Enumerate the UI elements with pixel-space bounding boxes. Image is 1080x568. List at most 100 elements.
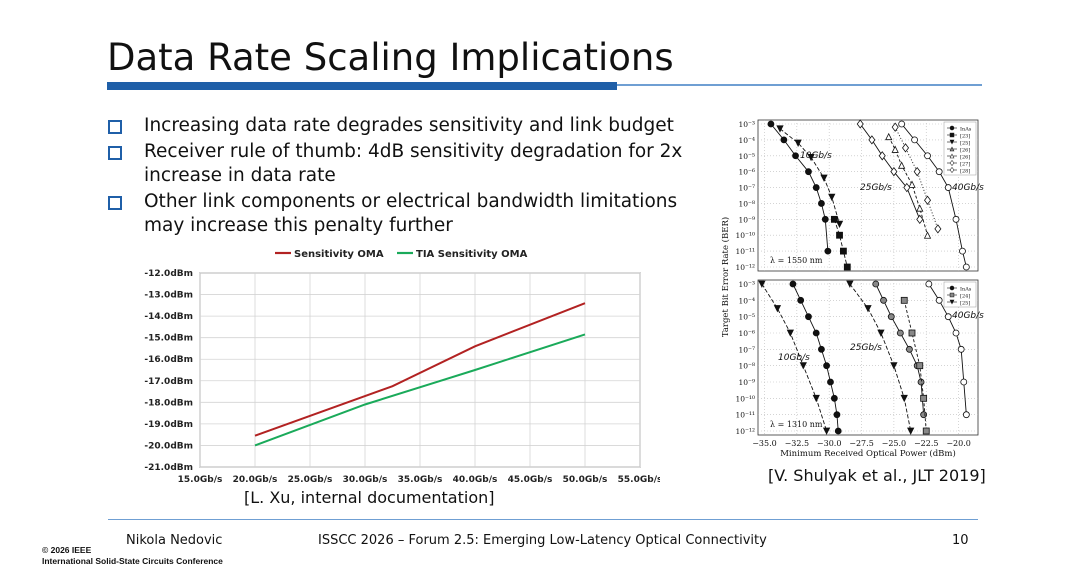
ber-series-line: [761, 283, 828, 432]
ber-legend-marker: [949, 166, 955, 174]
ber-legend-label: [23]: [960, 134, 970, 140]
ber-y-tick-label: 10⁻³: [738, 280, 755, 289]
ber-y-tick-label: 10⁻¹²: [735, 427, 755, 436]
ber-data-point: [908, 329, 916, 337]
ber-data-point: [952, 215, 960, 223]
ber-series-line: [901, 123, 967, 268]
ber-y-tick-label: 10⁻⁶: [738, 168, 755, 177]
ber-series-line: [792, 283, 839, 432]
ber-data-point: [923, 231, 932, 239]
x-tick-label: 30.0Gb/s: [343, 475, 388, 485]
bullet-item: Receiver rule of thumb: 4dB sensitivity …: [106, 140, 716, 188]
ber-data-point: [920, 394, 928, 402]
ber-data-point: [794, 139, 802, 147]
ber-data-point: [906, 345, 913, 353]
title-underline-light: [617, 84, 982, 86]
ber-y-tick-label: 10⁻⁵: [738, 152, 755, 161]
ber-legend-marker: [949, 159, 955, 167]
ber-x-tick-label: −32.5: [785, 439, 810, 448]
ber-data-point: [944, 184, 952, 191]
ber-data-point: [885, 132, 893, 141]
footer-page-number: 10: [952, 533, 969, 548]
ber-y-tick-label: 10⁻¹¹: [735, 247, 755, 256]
ber-data-point: [834, 427, 842, 435]
ber-annotation: 40Gb/s: [952, 311, 984, 321]
ber-legend-label: [28]: [960, 169, 970, 175]
ber-x-tick-label: −27.5: [849, 439, 874, 448]
x-tick-label: 45.0Gb/s: [508, 475, 553, 485]
y-tick-label: -21.0dBm: [144, 463, 193, 473]
ber-data-point: [935, 296, 943, 304]
ber-data-point: [900, 394, 908, 403]
ber-data-point: [913, 167, 921, 177]
ber-series-line: [833, 219, 848, 268]
ber-data-point: [907, 427, 915, 435]
ber-annotation: 25Gb/s: [850, 343, 882, 353]
ber-legend-marker: [949, 292, 955, 298]
ber-data-point: [962, 263, 970, 271]
ber-data-point: [896, 329, 904, 337]
ber-data-point: [824, 247, 832, 255]
ber-y-tick-label: 10⁻³: [738, 120, 755, 129]
ber-data-point: [924, 195, 932, 205]
y-tick-label: -13.0dBm: [144, 291, 193, 301]
ber-series-line: [888, 136, 928, 236]
ber-legend-box: [943, 281, 977, 308]
ber-data-point: [898, 120, 906, 128]
ber-data-point: [959, 247, 966, 255]
ber-legend-label: [27]: [960, 162, 970, 168]
ber-y-tick-label: 10⁻¹¹: [735, 411, 755, 420]
ber-y-tick-label: 10⁻⁹: [738, 378, 755, 387]
ber-data-point: [925, 280, 933, 288]
left-citation: [L. Xu, internal documentation]: [244, 488, 495, 507]
ber-data-point: [877, 329, 885, 337]
ber-annotation: 10Gb/s: [800, 151, 832, 161]
ber-data-point: [908, 180, 916, 188]
ber-legend-label: [26]: [960, 148, 970, 154]
ber-data-point: [924, 152, 931, 160]
ber-legend-box: [943, 121, 977, 176]
ber-legend-marker: [949, 299, 955, 305]
series-line: [254, 302, 586, 437]
ber-data-point: [789, 280, 797, 288]
ber-data-point: [776, 125, 784, 133]
bullet-text: increase in data rate: [144, 165, 336, 186]
bullet-text: Receiver rule of thumb: 4dB sensitivity …: [144, 141, 683, 162]
ber-data-point: [799, 362, 807, 370]
x-tick-label: 50.0Gb/s: [563, 475, 608, 485]
footer-presenter: Nikola Nedovic: [126, 533, 223, 548]
ber-data-point: [856, 119, 864, 129]
x-tick-label: 15.0Gb/s: [178, 475, 223, 485]
ber-data-point: [960, 378, 968, 386]
ber-data-point: [916, 362, 924, 370]
copyright-line: International Solid-State Circuits Confe…: [42, 556, 223, 566]
ber-legend-label: [26]: [960, 155, 970, 161]
x-tick-label: 25.0Gb/s: [288, 475, 333, 485]
bullet-text: Other link components or electrical band…: [144, 191, 678, 212]
bullet-list: Increasing data rate degrades sensitivit…: [106, 114, 716, 240]
ber-series-line: [849, 283, 912, 432]
ber-legend-label: [25]: [960, 141, 970, 147]
ber-data-point: [843, 263, 851, 271]
bullet-text: Increasing data rate degrades sensitivit…: [144, 115, 674, 136]
ber-legend-label: InAs: [960, 287, 972, 293]
ber-y-tick-label: 10⁻¹⁰: [735, 394, 755, 403]
ber-y-tick-label: 10⁻⁴: [738, 136, 755, 145]
y-tick-label: -12.0dBm: [144, 269, 193, 279]
ber-legend-label: [25]: [960, 301, 970, 307]
ber-legend-marker: [949, 153, 955, 159]
ber-y-tick-label: 10⁻⁶: [738, 329, 755, 338]
ber-data-point: [897, 161, 906, 169]
ber-data-point: [891, 122, 899, 132]
y-tick-label: -15.0dBm: [144, 334, 193, 344]
y-tick-label: -16.0dBm: [144, 355, 193, 365]
ber-data-point: [864, 305, 872, 313]
ber-data-point: [887, 313, 895, 321]
ber-data-point: [812, 329, 820, 337]
sensitivity-line-chart: 15.0Gb/s 20.0Gb/s 25.0Gb/s 30.0Gb/s 35.0Gb/s…: [144, 249, 660, 485]
bullet-item: Other link components or electrical band…: [106, 190, 716, 238]
ber-y-tick-label: 10⁻⁷: [738, 345, 755, 354]
ber-data-point: [840, 247, 847, 255]
ber-data-point: [836, 231, 843, 239]
ber-figure: 10⁻³ 10⁻⁴ 10⁻⁵ 10⁻⁶ 10⁻⁷ 10⁻⁸ 10⁻⁹ 10⁻¹⁰ 10⁻¹¹ 10…: [720, 119, 984, 459]
